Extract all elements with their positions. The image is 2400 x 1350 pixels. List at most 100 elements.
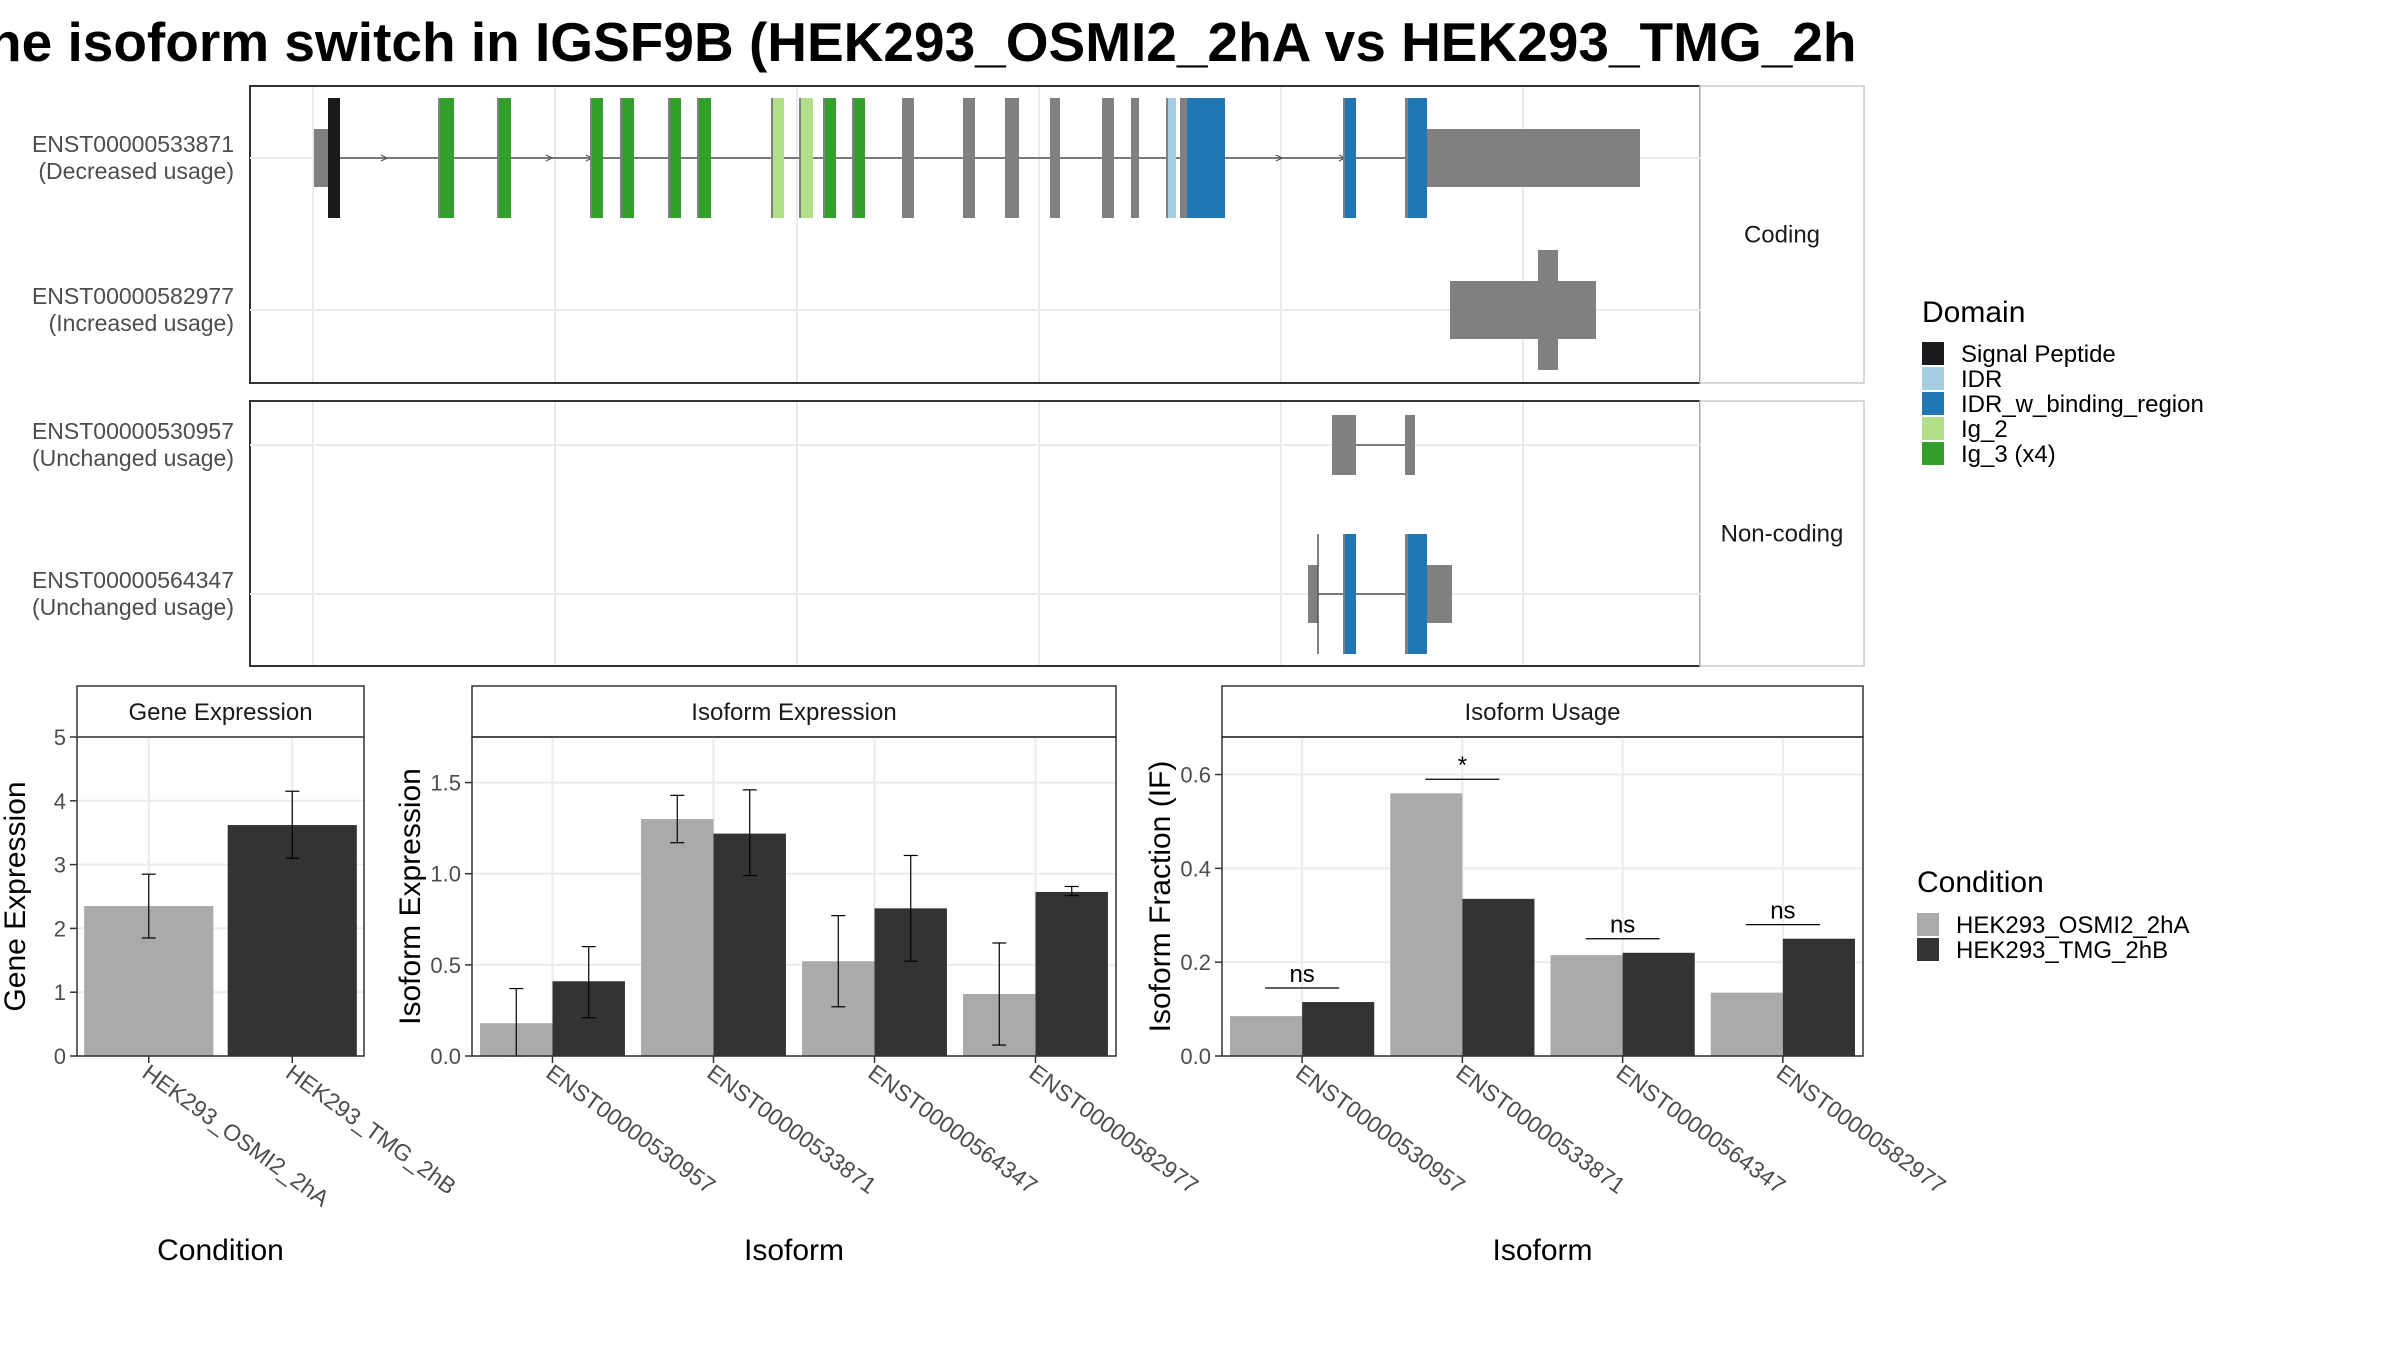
bar — [1302, 1002, 1375, 1056]
condition-legend-key — [1917, 913, 1939, 936]
utr-exon — [314, 129, 330, 187]
panel-title: Gene Expression — [128, 699, 312, 726]
y-tick-label: 4 — [54, 789, 66, 814]
panel-border — [471, 736, 1117, 1057]
panel-title: Isoform Expression — [691, 699, 896, 726]
significance-label: ns — [1770, 898, 1795, 925]
exon-domain-ig-3-x4- — [622, 98, 634, 218]
y-tick-label: 1.0 — [430, 862, 461, 887]
y-tick-label: 1.5 — [430, 771, 461, 796]
exon-domain-ig-3-x4- — [670, 98, 681, 218]
facet-strip-label: Non-coding — [1721, 521, 1844, 548]
facet-strip-label: Coding — [1744, 222, 1820, 249]
transcript-usage-label: (Decreased usage) — [38, 158, 234, 184]
exon-signal-peptide — [328, 98, 340, 218]
transcript-usage-label: (Unchanged usage) — [32, 445, 234, 471]
condition-legend-key — [1917, 938, 1939, 961]
figure-title: he isoform switch in IGSF9B (HEK293_OSMI… — [0, 11, 1858, 73]
panel-strip — [76, 685, 365, 738]
exon — [1332, 415, 1356, 475]
transcript-id-label: ENST00000564347 — [32, 567, 234, 593]
gene-expression-panel: Gene Expression012345HEK293_OSMI2_2hAHEK… — [0, 685, 461, 1267]
y-tick-label: 0.4 — [1180, 856, 1211, 881]
bar — [1390, 793, 1463, 1056]
exon-domain-idr-w-binding-region — [1345, 534, 1356, 654]
significance-label: ns — [1610, 912, 1635, 939]
exon-domain-ig-2 — [801, 98, 813, 218]
condition-legend-title: Condition — [1917, 866, 2044, 899]
y-tick-label: 5 — [54, 725, 66, 750]
y-axis-title: Isoform Fraction (IF) — [1144, 761, 1177, 1033]
domain-legend-label: Signal Peptide — [1961, 341, 2116, 368]
domain-legend-key — [1922, 367, 1944, 390]
y-axis-title: Gene Expression — [0, 781, 32, 1011]
utr-exon — [1427, 565, 1452, 623]
domain-legend-title: Domain — [1922, 296, 2025, 329]
domain-legend-label: IDR — [1961, 366, 2002, 393]
transcript-id-label: ENST00000530957 — [32, 418, 234, 444]
bar — [1622, 952, 1695, 1056]
y-tick-label: 3 — [54, 853, 66, 878]
y-tick-label: 1 — [54, 980, 66, 1005]
transcript-structure-panel: Coding Non-coding ENST00000533871(Decrease… — [32, 85, 1865, 667]
exon — [902, 98, 914, 218]
exon-domain-idr-w-binding-region — [1345, 98, 1356, 218]
significance-label: ns — [1289, 961, 1314, 988]
facet-strip — [1699, 400, 1865, 667]
exon-domain-idr — [1168, 98, 1176, 218]
panel-border — [76, 736, 365, 1057]
strand-arrow — [545, 154, 554, 162]
transcript-id-label: ENST00000533871 — [32, 131, 234, 157]
x-axis-title: Isoform — [1492, 1234, 1592, 1267]
transcript-usage-label: (Increased usage) — [49, 310, 234, 336]
strand-arrow — [380, 154, 389, 162]
domain-legend-key — [1922, 392, 1944, 415]
domain-legend-label: Ig_3 (x4) — [1961, 441, 2056, 468]
utr-exon — [1308, 565, 1318, 623]
exon-domain-idr-w-binding-region — [1408, 98, 1427, 218]
bar — [1710, 992, 1783, 1056]
exon — [1131, 98, 1139, 218]
x-tick-label: ENST00000582977 — [1025, 1059, 1204, 1199]
exon-domain-ig-3-x4- — [854, 98, 865, 218]
exon-domain-idr-w-binding-region — [1187, 98, 1225, 218]
domain-legend-key — [1922, 442, 1944, 465]
panel-border — [1221, 736, 1864, 1057]
exon-domain-ig-3-x4- — [440, 98, 454, 218]
exon — [1538, 250, 1558, 370]
x-tick-label: ENST00000530957 — [1291, 1059, 1470, 1199]
exon-domain-ig-2 — [773, 98, 784, 218]
x-tick-label: ENST00000582977 — [1772, 1059, 1951, 1199]
domain-legend-key — [1922, 342, 1944, 365]
y-tick-label: 0 — [54, 1044, 66, 1069]
exon — [963, 98, 975, 218]
x-tick-label: ENST00000564347 — [1612, 1059, 1791, 1199]
facet-panel-border — [249, 400, 1701, 667]
domain-legend-label: Ig_2 — [1961, 416, 2008, 443]
y-tick-label: 0.2 — [1180, 950, 1211, 975]
bar — [1550, 955, 1623, 1056]
y-tick-label: 0.6 — [1180, 763, 1211, 788]
condition-legend-label: HEK293_TMG_2hB — [1956, 937, 2168, 964]
transcript-usage-label: (Unchanged usage) — [32, 594, 234, 620]
exon — [1005, 98, 1019, 218]
exon-domain-idr-w-binding-region — [1408, 534, 1427, 654]
exon-domain-ig-3-x4- — [499, 98, 511, 218]
domain-legend-key — [1922, 417, 1944, 440]
x-axis-title: Isoform — [744, 1234, 844, 1267]
transcript-id-label: ENST00000582977 — [32, 283, 234, 309]
bar — [641, 819, 714, 1056]
isoform-expression-panel: Isoform Expression0.00.51.01.5ENST000005… — [394, 685, 1204, 1267]
bar — [227, 825, 357, 1056]
facet-strip — [1699, 85, 1865, 384]
x-tick-label: ENST00000564347 — [864, 1059, 1043, 1199]
bar — [1462, 898, 1535, 1056]
panel-title: Isoform Usage — [1464, 699, 1620, 726]
y-tick-label: 0.5 — [430, 953, 461, 978]
legends: Domain Signal PeptideIDRIDR_w_binding_reg… — [1917, 296, 2204, 964]
x-tick-label: ENST00000533871 — [703, 1059, 882, 1199]
bar — [1230, 1016, 1303, 1056]
bar — [1782, 938, 1855, 1056]
x-tick-label: ENST00000530957 — [542, 1059, 721, 1199]
